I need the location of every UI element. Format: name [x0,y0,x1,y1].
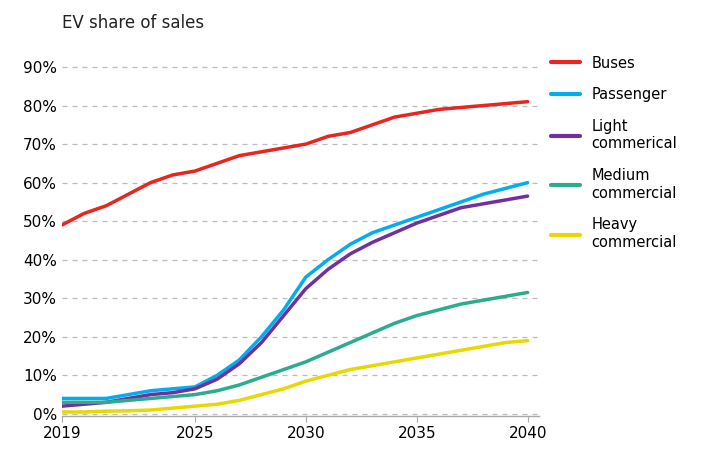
Text: EV share of sales: EV share of sales [62,14,204,32]
Legend: Buses, Passenger, Light
commerical, Medium
commercial, Heavy
commercial: Buses, Passenger, Light commerical, Medi… [551,55,677,250]
